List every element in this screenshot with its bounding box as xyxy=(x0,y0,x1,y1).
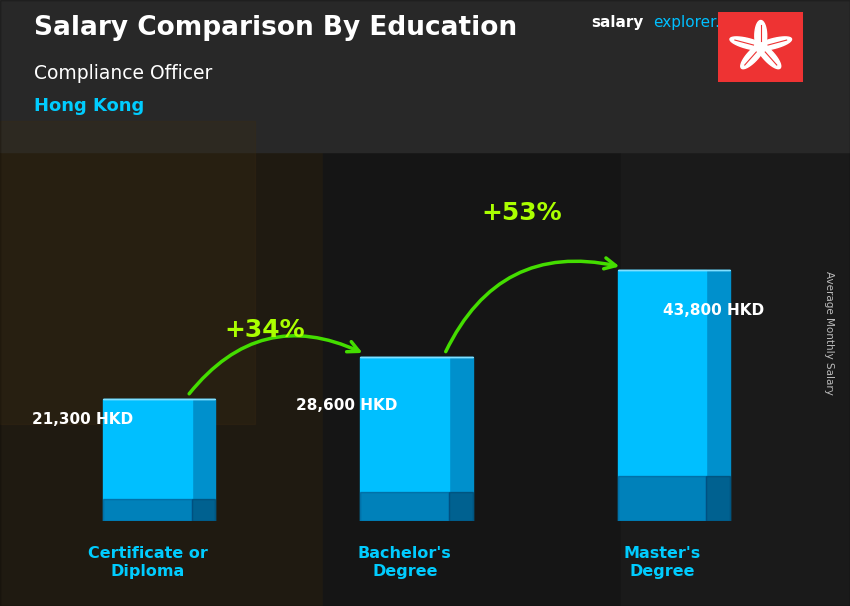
Polygon shape xyxy=(449,491,473,521)
Bar xyxy=(104,499,192,521)
Bar xyxy=(617,270,706,521)
Bar xyxy=(323,0,620,606)
Text: explorer.com: explorer.com xyxy=(653,15,752,30)
Text: 21,300 HKD: 21,300 HKD xyxy=(31,411,133,427)
Polygon shape xyxy=(449,358,473,521)
Polygon shape xyxy=(756,43,780,68)
Bar xyxy=(360,358,449,521)
Bar xyxy=(617,476,706,521)
Bar xyxy=(0,121,255,424)
Text: 43,800 HKD: 43,800 HKD xyxy=(663,304,764,318)
Polygon shape xyxy=(192,399,216,521)
Polygon shape xyxy=(755,21,767,51)
Text: Compliance Officer: Compliance Officer xyxy=(34,64,212,82)
Bar xyxy=(620,0,850,606)
Text: Hong Kong: Hong Kong xyxy=(34,97,144,115)
Polygon shape xyxy=(730,37,766,50)
Text: salary: salary xyxy=(591,15,643,30)
Text: Salary Comparison By Education: Salary Comparison By Education xyxy=(34,15,517,41)
Text: Average Monthly Salary: Average Monthly Salary xyxy=(824,271,834,395)
Text: +53%: +53% xyxy=(481,201,562,225)
Text: +34%: +34% xyxy=(224,318,305,342)
Polygon shape xyxy=(706,476,729,521)
Bar xyxy=(0,0,323,606)
Bar xyxy=(104,399,192,521)
Polygon shape xyxy=(741,43,765,68)
Bar xyxy=(0,0,850,152)
Polygon shape xyxy=(192,499,216,521)
Polygon shape xyxy=(756,37,791,50)
Polygon shape xyxy=(706,270,729,521)
Text: 28,600 HKD: 28,600 HKD xyxy=(296,398,397,413)
Bar xyxy=(360,491,449,521)
